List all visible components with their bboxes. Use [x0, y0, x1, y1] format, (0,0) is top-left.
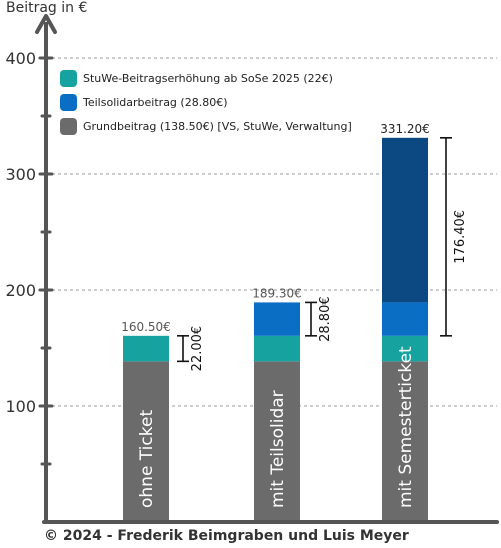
- bar-2-segment-0: [382, 361, 428, 522]
- y-tick-label-200: 200: [5, 281, 36, 300]
- bar-2-segment-1: [382, 335, 428, 362]
- y-tick-label-100: 100: [5, 397, 36, 416]
- y-axis-title: Beitrag in €: [6, 0, 88, 16]
- category-label-0: ohne Ticket: [137, 410, 157, 508]
- legend: StuWe-Beitragserhöhung ab SoSe 2025 (22€…: [60, 66, 352, 138]
- legend-label-stuwe: StuWe-Beitragserhöhung ab SoSe 2025 (22€…: [83, 71, 333, 85]
- y-tick-label-300: 300: [5, 165, 36, 184]
- bar-2-segment-3: [382, 137, 428, 303]
- copyright-footer: © 2024 - Frederik Beimgraben und Luis Me…: [44, 528, 409, 544]
- bar-1-segment-1: [254, 335, 300, 362]
- bar-total-label-1: 189.30€: [252, 286, 302, 300]
- bar-1-segment-0: [254, 361, 300, 522]
- bar-0-segment-1: [123, 335, 169, 362]
- bar-total-label-0: 160.50€: [121, 320, 171, 334]
- category-label-1: mit Teilsolidar: [268, 390, 288, 508]
- bar-2-segment-2: [382, 302, 428, 336]
- y-tick-label-400: 400: [5, 49, 36, 68]
- bracket-label-0: 22.00€: [190, 326, 205, 372]
- legend-item-grundbeitrag: Grundbeitrag (138.50€) [VS, StuWe, Verwa…: [60, 114, 352, 138]
- bar-total-label-2: 331.20€: [380, 122, 430, 136]
- legend-item-stuwe: StuWe-Beitragserhöhung ab SoSe 2025 (22€…: [60, 66, 352, 90]
- bracket-label-1: 28.80€: [318, 296, 333, 342]
- y-axis-arrow: [35, 14, 57, 34]
- legend-swatch-stuwe: [60, 69, 77, 87]
- category-label-2: mit Semesterticket: [396, 346, 416, 508]
- legend-label-grundbeitrag: Grundbeitrag (138.50€) [VS, StuWe, Verwa…: [83, 119, 352, 133]
- bracket-label-2: 176.40€: [453, 210, 468, 264]
- legend-item-teilsolidar: Teilsolidarbeitrag (28.80€): [60, 90, 352, 114]
- legend-swatch-grundbeitrag: [60, 117, 77, 135]
- bar-1-segment-2: [254, 302, 300, 336]
- legend-swatch-teilsolidar: [60, 93, 77, 111]
- legend-label-teilsolidar: Teilsolidarbeitrag (28.80€): [83, 95, 228, 109]
- bar-0-segment-0: [123, 361, 169, 522]
